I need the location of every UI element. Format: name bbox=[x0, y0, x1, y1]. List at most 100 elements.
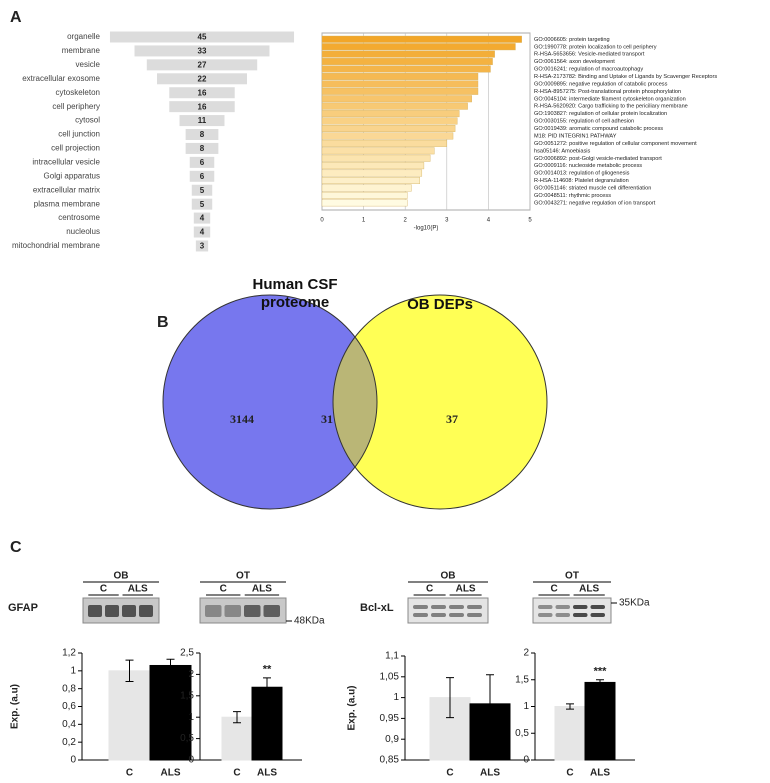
value-label: 33 bbox=[198, 47, 207, 56]
bar bbox=[134, 45, 270, 57]
bar bbox=[321, 35, 522, 43]
value-label: 45 bbox=[198, 33, 207, 42]
bar bbox=[189, 156, 215, 168]
category-label: GO:0061564: axon development bbox=[534, 59, 615, 65]
bar bbox=[321, 125, 456, 132]
band bbox=[467, 605, 482, 609]
error-bar bbox=[233, 711, 241, 724]
bar bbox=[321, 95, 472, 103]
category-label: mitochondrial membrane bbox=[12, 241, 101, 250]
x-tick-label: ALS bbox=[590, 768, 610, 779]
y-tick-label: 0,2 bbox=[62, 737, 76, 748]
category-label: GO:0043271: negative regulation of ion t… bbox=[534, 200, 656, 206]
band bbox=[122, 605, 136, 617]
category-label: GO:1990778: protein localization to cell… bbox=[534, 44, 657, 50]
x-tick-label: C bbox=[446, 768, 453, 779]
category-label: GO:0016241: regulation of macroautophagy bbox=[534, 67, 643, 73]
bar bbox=[108, 670, 151, 761]
category-label: cytosol bbox=[75, 116, 100, 125]
bar bbox=[321, 177, 420, 185]
bar bbox=[321, 147, 435, 155]
y-tick-label: 1,5 bbox=[515, 674, 529, 685]
value-label: 27 bbox=[198, 60, 207, 69]
error-bar bbox=[566, 703, 574, 710]
bar bbox=[191, 198, 213, 210]
bar bbox=[321, 102, 468, 110]
band bbox=[449, 613, 464, 617]
category-label: cell projection bbox=[51, 144, 100, 153]
y-tick-label: 0,6 bbox=[62, 701, 76, 712]
bar bbox=[179, 115, 225, 127]
band bbox=[105, 605, 119, 617]
bar bbox=[109, 31, 295, 43]
lane-label: ALS bbox=[579, 584, 599, 595]
y-tick-label: 1 bbox=[523, 701, 529, 712]
category-label: GO:0006892: post-Golgi vesicle-mediated … bbox=[534, 156, 662, 162]
bar bbox=[321, 110, 460, 118]
bar bbox=[149, 664, 192, 761]
band bbox=[573, 605, 588, 609]
bar bbox=[191, 184, 213, 196]
category-label: vesicle bbox=[76, 60, 101, 69]
category-label: R-HSA-5653656: Vesicle-mediated transpor… bbox=[534, 52, 645, 58]
band bbox=[590, 613, 605, 617]
y-tick-label: 2,5 bbox=[180, 648, 194, 659]
band bbox=[205, 605, 222, 617]
marker-label: 48KDa bbox=[294, 616, 325, 627]
y-tick-label: 0,8 bbox=[62, 683, 76, 694]
bar bbox=[169, 101, 235, 113]
set-outline bbox=[162, 294, 378, 510]
value-label: 8 bbox=[200, 144, 205, 153]
category-label: GO:0006605: protein targeting bbox=[534, 37, 610, 43]
y-tick-label: 1,1 bbox=[385, 651, 399, 662]
bar bbox=[321, 199, 408, 207]
blot-tissue: OT bbox=[565, 571, 579, 582]
x-tick-label: C bbox=[126, 768, 133, 779]
y-axis-label: Exp. (a.u) bbox=[10, 684, 21, 729]
category-label: GO:0051272: positive regulation of cellu… bbox=[534, 141, 697, 147]
bar bbox=[584, 681, 616, 761]
value-label: 16 bbox=[198, 102, 207, 111]
y-tick-label: 0,85 bbox=[380, 755, 400, 766]
lane-label: C bbox=[426, 584, 433, 595]
band bbox=[263, 605, 280, 617]
y-tick-label: 1 bbox=[188, 712, 194, 723]
category-label: hsa05146: Amoebiasis bbox=[534, 148, 590, 154]
lane-label: C bbox=[100, 584, 107, 595]
bar bbox=[321, 191, 408, 199]
category-label: R-HSA-8957275: Post-translational protei… bbox=[534, 89, 681, 95]
lane-label: ALS bbox=[456, 584, 476, 595]
y-tick-label: 0,9 bbox=[385, 734, 399, 745]
category-label: cell periphery bbox=[52, 102, 100, 111]
y-tick-label: 0 bbox=[188, 755, 194, 766]
bar bbox=[321, 132, 454, 140]
category-label: extracellular matrix bbox=[33, 185, 100, 194]
band bbox=[555, 613, 570, 617]
lane-label: C bbox=[220, 584, 227, 595]
set-outline bbox=[332, 294, 548, 510]
panel-letter: B bbox=[157, 314, 169, 331]
category-label: Golgi apparatus bbox=[44, 171, 100, 180]
lane-label: C bbox=[550, 584, 557, 595]
y-tick-label: 1,05 bbox=[380, 671, 400, 682]
category-label: GO:0048511: rhythmic process bbox=[534, 193, 611, 199]
panel-letter: A bbox=[10, 9, 22, 26]
x-tick-label: ALS bbox=[161, 768, 181, 779]
value-label: 11 bbox=[198, 116, 207, 125]
y-tick-label: 0,4 bbox=[62, 719, 76, 730]
x-tick-label: C bbox=[566, 768, 573, 779]
bar bbox=[321, 87, 479, 95]
bar bbox=[554, 706, 586, 761]
legend-label: Human CSF proteome bbox=[252, 276, 338, 311]
y-tick-label: 0 bbox=[523, 755, 529, 766]
x-tick-label: 2 bbox=[404, 218, 408, 224]
category-label: cell junction bbox=[58, 130, 100, 139]
bar bbox=[321, 65, 491, 73]
significance: *** bbox=[594, 666, 608, 678]
band bbox=[413, 605, 428, 609]
y-tick-label: 1 bbox=[70, 665, 76, 676]
category-label: GO:0019439: aromatic compound catabolic … bbox=[534, 126, 663, 132]
value-label: 3 bbox=[200, 242, 205, 251]
category-label: R-HSA-2173782: Binding and Uptake of Lig… bbox=[534, 74, 717, 80]
